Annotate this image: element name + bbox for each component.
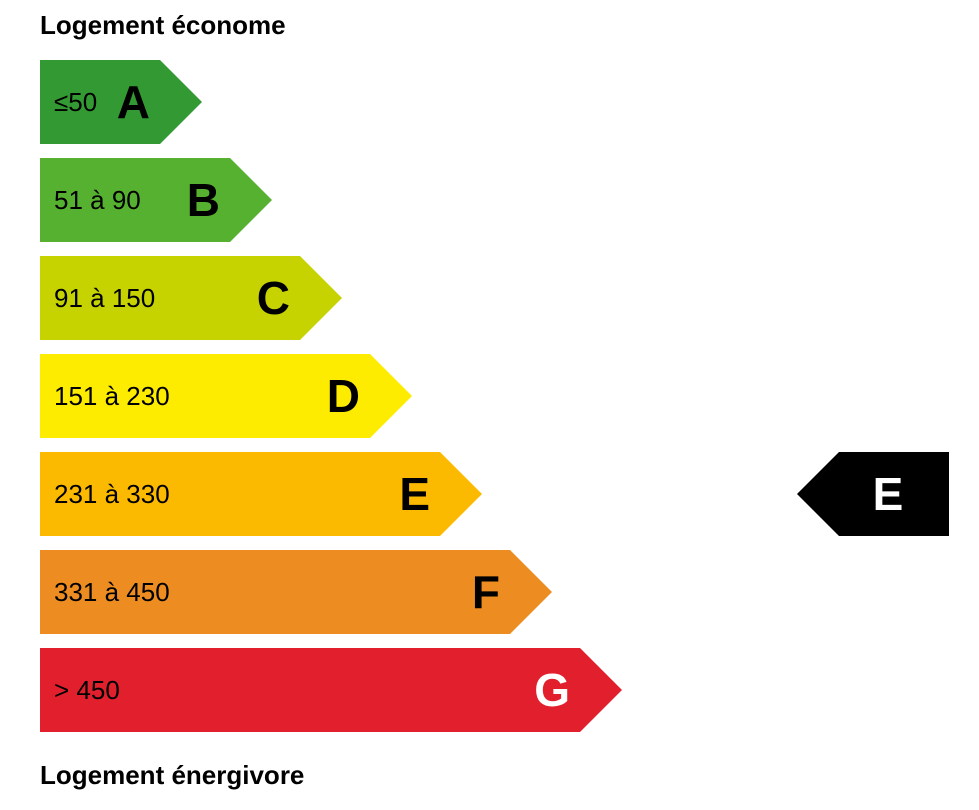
bar-range-b: 51 à 90 — [54, 185, 141, 216]
bar-c: 91 à 150 C — [40, 256, 342, 340]
bar-arrow-icon — [230, 158, 272, 242]
bar-b: 51 à 90 B — [40, 158, 272, 242]
bar-body-a: ≤50 A — [40, 60, 160, 144]
bar-letter-a: A — [117, 75, 150, 129]
bar-range-f: 331 à 450 — [54, 577, 170, 608]
bar-d: 151 à 230 D — [40, 354, 412, 438]
bar-letter-g: G — [534, 663, 570, 717]
bar-body-g: > 450 G — [40, 648, 580, 732]
bar-range-c: 91 à 150 — [54, 283, 155, 314]
bar-g: > 450 G — [40, 648, 622, 732]
bar-range-a: ≤50 — [54, 87, 97, 118]
bar-f: 331 à 450 F — [40, 550, 552, 634]
bar-range-e: 231 à 330 — [54, 479, 170, 510]
indicator-arrow-icon — [797, 452, 839, 536]
bar-arrow-icon — [160, 60, 202, 144]
bar-range-d: 151 à 230 — [54, 381, 170, 412]
bar-body-b: 51 à 90 B — [40, 158, 230, 242]
bar-body-e: 231 à 330 E — [40, 452, 440, 536]
bar-arrow-icon — [440, 452, 482, 536]
indicator-letter: E — [873, 467, 904, 521]
rating-indicator: E — [797, 452, 949, 536]
title-top: Logement économe — [40, 10, 286, 41]
bar-body-f: 331 à 450 F — [40, 550, 510, 634]
bar-e: 231 à 330 E — [40, 452, 482, 536]
bar-letter-f: F — [472, 565, 500, 619]
bar-a: ≤50 A — [40, 60, 202, 144]
title-bottom: Logement énergivore — [40, 760, 304, 791]
bar-letter-c: C — [257, 271, 290, 325]
bar-body-d: 151 à 230 D — [40, 354, 370, 438]
bar-range-g: > 450 — [54, 675, 120, 706]
indicator-body: E — [839, 452, 949, 536]
bar-arrow-icon — [370, 354, 412, 438]
bar-letter-e: E — [399, 467, 430, 521]
bar-arrow-icon — [510, 550, 552, 634]
bar-arrow-icon — [580, 648, 622, 732]
bar-letter-d: D — [327, 369, 360, 423]
bar-letter-b: B — [187, 173, 220, 227]
bar-arrow-icon — [300, 256, 342, 340]
bar-body-c: 91 à 150 C — [40, 256, 300, 340]
